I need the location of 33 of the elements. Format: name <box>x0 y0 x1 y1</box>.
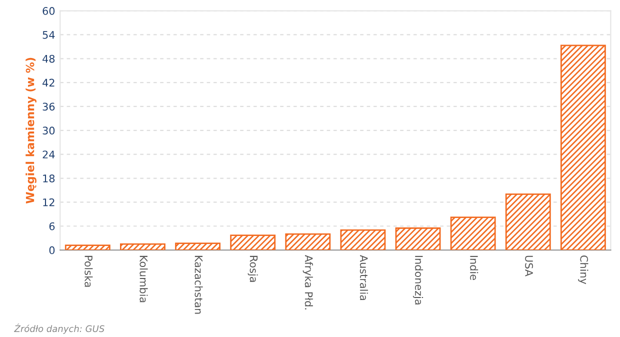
y-tick-label: 6 <box>49 222 55 230</box>
x-tick-label: Chiny <box>578 256 588 284</box>
x-tick-label: Kolumbia <box>140 256 148 302</box>
y-tick-label: 60 <box>42 7 55 15</box>
bar <box>560 44 606 250</box>
x-tick-label: Rosja <box>248 256 258 282</box>
bar <box>120 243 166 250</box>
y-tick-label: 36 <box>42 102 55 111</box>
y-tick-label: 12 <box>43 198 54 206</box>
x-tick-label: Indonezja <box>412 256 424 304</box>
bar <box>450 216 496 250</box>
bar <box>64 244 110 250</box>
bar <box>230 234 276 250</box>
y-tick-label: 30 <box>42 126 55 135</box>
bar <box>505 194 551 250</box>
x-tick-label: USA <box>525 256 533 276</box>
x-tick-label: Australia <box>360 254 368 300</box>
bar <box>395 227 441 250</box>
y-axis-title: Węgiel kamienny (w %) <box>26 58 36 204</box>
x-tick-label: Indie <box>470 256 478 280</box>
bar <box>340 229 386 250</box>
y-tick-label: 48 <box>42 54 55 63</box>
y-tick-label: 24 <box>42 150 55 158</box>
x-tick-label: Kazachstan <box>194 256 203 314</box>
x-tick-label: Polska <box>84 256 93 287</box>
bar <box>285 233 331 250</box>
x-tick-label: Afryka Płd. <box>302 254 313 310</box>
bar <box>175 242 220 250</box>
y-tick-label: 54 <box>42 31 55 39</box>
text: Źródło danych: GUS <box>14 324 104 334</box>
y-tick-label: 18 <box>43 174 55 182</box>
y-tick-label: 0 <box>49 246 55 254</box>
y-tick-label: 42 <box>42 78 54 87</box>
